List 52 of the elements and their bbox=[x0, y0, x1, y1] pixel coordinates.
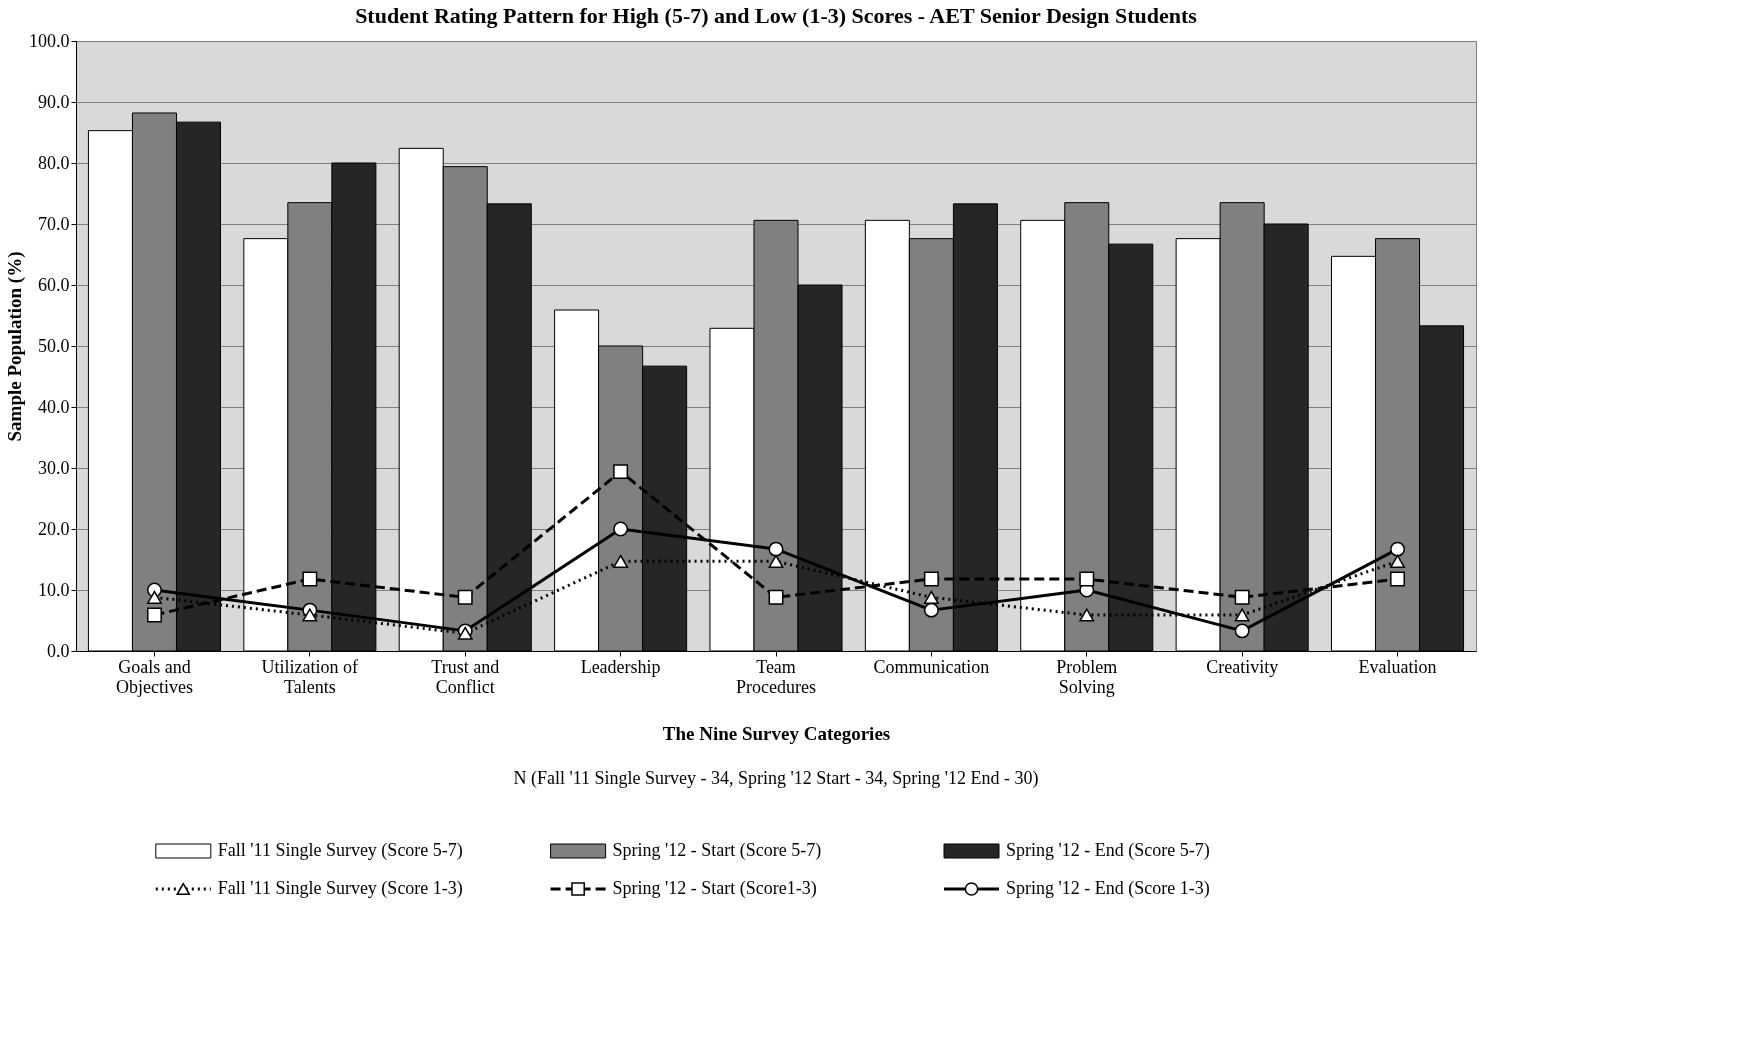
y-tick-label: 80.0 bbox=[38, 152, 70, 173]
point bbox=[302, 608, 318, 622]
x-tick-label: Team Procedures bbox=[736, 656, 816, 697]
point bbox=[1079, 608, 1095, 622]
x-tick-label: Problem Solving bbox=[1056, 656, 1118, 697]
legend-label: Spring '12 - End (Score 1-3) bbox=[1006, 878, 1210, 899]
point bbox=[1234, 608, 1250, 622]
legend-label: Fall '11 Single Survey (Score 1-3) bbox=[217, 878, 463, 899]
y-tick-label: 20.0 bbox=[38, 518, 70, 539]
point bbox=[147, 607, 162, 623]
legend-label: Spring '12 - End (Score 5-7) bbox=[1006, 840, 1210, 861]
point bbox=[1390, 571, 1405, 587]
point bbox=[613, 464, 629, 480]
point bbox=[147, 590, 162, 604]
point bbox=[768, 541, 784, 557]
x-tick-label: Trust and Conflict bbox=[431, 656, 500, 697]
y-tick-label: 60.0 bbox=[38, 274, 70, 295]
point bbox=[923, 571, 939, 587]
x-tick-label: Evaluation bbox=[1358, 656, 1437, 677]
point bbox=[923, 602, 939, 618]
point bbox=[1234, 623, 1250, 639]
y-tick-label: 40.0 bbox=[38, 396, 70, 417]
point bbox=[1390, 541, 1405, 557]
legend-label: Spring '12 - Start (Score 5-7) bbox=[612, 840, 822, 861]
y-axis-title: Sample Population (%) bbox=[4, 251, 26, 442]
point bbox=[923, 590, 939, 604]
point bbox=[302, 571, 318, 587]
x-tick-label: Goals and Objectives bbox=[115, 656, 193, 697]
point bbox=[768, 589, 784, 605]
text: N (Fall '11 Single Survey - 34, Spring '12 Start - 34, Spring '12 End - 30) bbox=[513, 768, 1039, 789]
x-tick-label: Communication bbox=[873, 656, 990, 677]
y-tick-label: 30.0 bbox=[38, 457, 70, 478]
x-tick-label: Utilization of Talents bbox=[261, 656, 359, 697]
x-axis-title: The Nine Survey Categories bbox=[662, 722, 891, 744]
legend-label: Spring '12 - Start (Score1-3) bbox=[612, 878, 817, 899]
point bbox=[613, 554, 629, 568]
point bbox=[1390, 554, 1405, 568]
legend-label: Fall '11 Single Survey (Score 5-7) bbox=[217, 840, 463, 861]
point bbox=[1234, 589, 1250, 605]
chart-title: Student Rating Pattern for High (5-7) and Low (1-3) Scores - AET Senior Design Students bbox=[355, 3, 1198, 28]
y-tick-label: 100.0 bbox=[29, 30, 70, 51]
x-tick-label: Creativity bbox=[1206, 656, 1279, 677]
y-tick-label: 10.0 bbox=[38, 579, 70, 600]
y-tick-label: 0.0 bbox=[47, 640, 70, 661]
y-tick-label: 50.0 bbox=[38, 335, 70, 356]
y-tick-label: 90.0 bbox=[38, 91, 70, 112]
point bbox=[613, 521, 629, 537]
y-tick-label: 70.0 bbox=[38, 213, 70, 234]
point bbox=[768, 554, 784, 568]
point bbox=[457, 589, 473, 605]
x-tick-label: Leadership bbox=[580, 656, 661, 677]
point bbox=[1079, 571, 1095, 587]
